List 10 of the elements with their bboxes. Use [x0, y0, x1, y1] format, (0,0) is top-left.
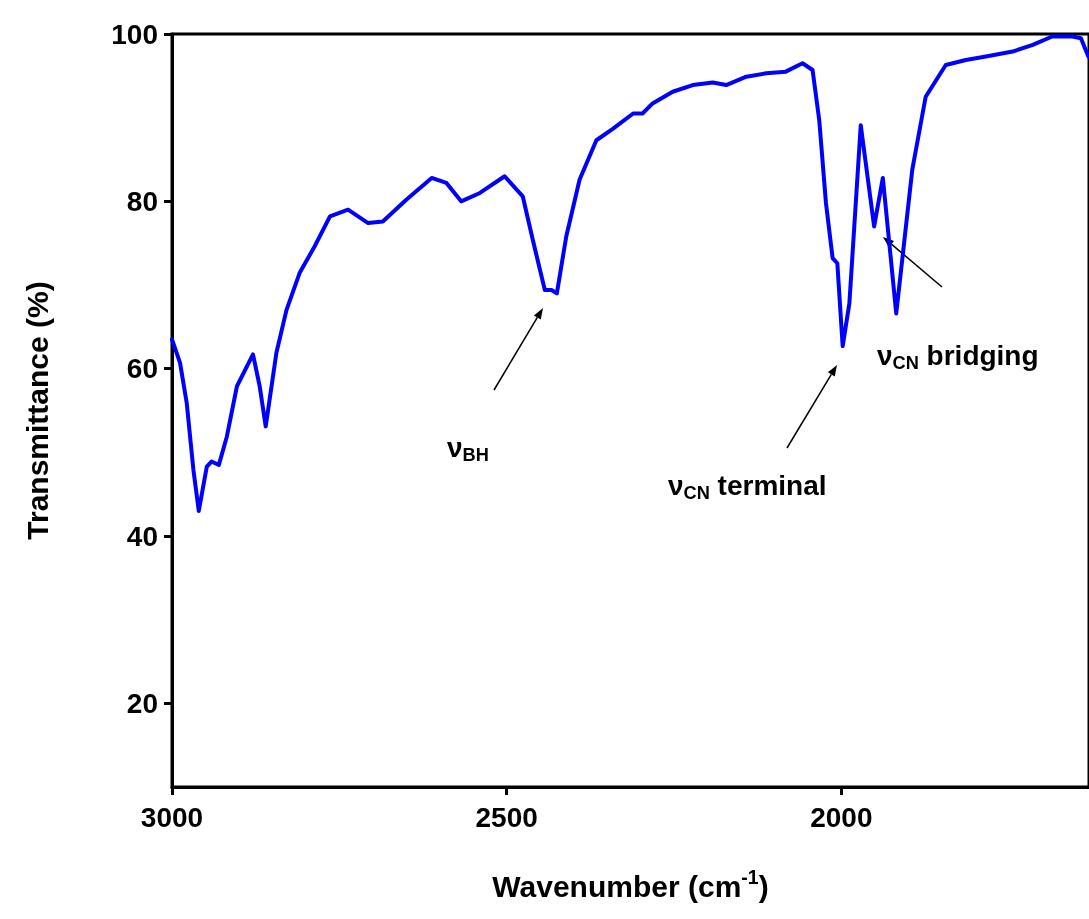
y-tick-label: 100: [111, 18, 158, 50]
y-axis-title: Transmittance (%): [20, 281, 54, 540]
y-tick-label: 40: [126, 520, 158, 552]
y-tick-label: 80: [126, 185, 158, 217]
y-tick-label: 20: [126, 687, 158, 719]
x-tick-label: 2000: [810, 801, 873, 833]
line-series: [170, 34, 1089, 513]
x-tick-label: 3000: [140, 801, 204, 833]
y-tick-label: 60: [126, 353, 158, 385]
x-tick-label: 2500: [475, 801, 538, 833]
